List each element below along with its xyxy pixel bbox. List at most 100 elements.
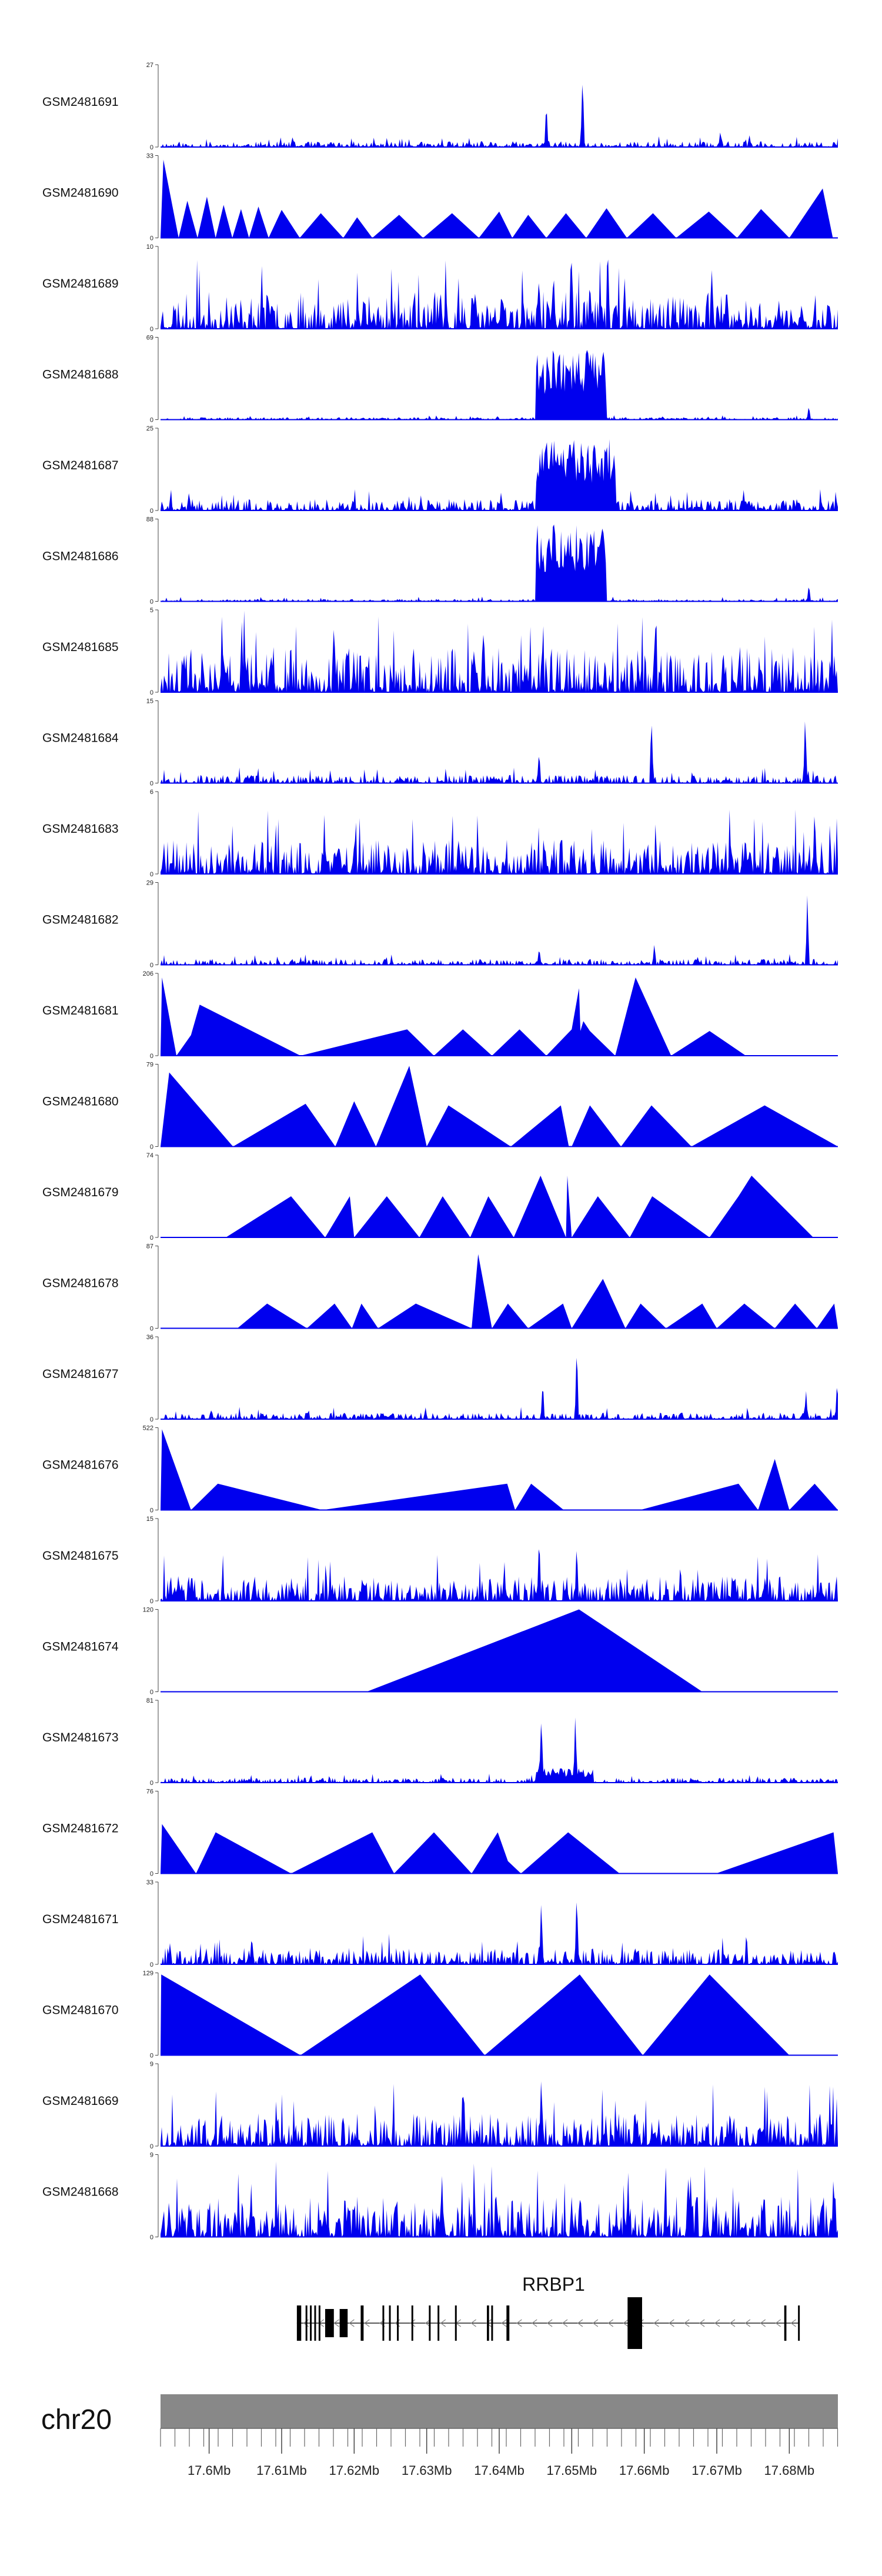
- track-GSM2481688: GSM2481688 69 0: [42, 335, 838, 424]
- y-max-label: 522: [143, 1425, 153, 1432]
- strand-chevron: [790, 2319, 796, 2327]
- track-GSM2481685: GSM2481685 5 0: [42, 607, 838, 696]
- y-max-label: 206: [143, 970, 153, 977]
- y-zero-label: 0: [150, 144, 153, 151]
- y-max-label: 79: [146, 1062, 153, 1069]
- exon: [296, 2305, 302, 2341]
- strand-chevron: [501, 2319, 507, 2327]
- strand-chevron: [623, 2319, 629, 2327]
- y-max-label: 6: [150, 789, 153, 796]
- strand-chevron: [546, 2319, 553, 2327]
- track-GSM2481677: GSM2481677 36 0: [42, 1334, 838, 1423]
- strand-chevron: [714, 2319, 720, 2327]
- strand-chevron: [744, 2319, 751, 2327]
- track-label: GSM2481671: [42, 1913, 119, 1926]
- coverage-area: [161, 1429, 838, 1510]
- y-zero-label: 0: [150, 689, 153, 696]
- track-GSM2481673: GSM2481673 81 0: [42, 1697, 838, 1787]
- gene-name-label: RRBP1: [522, 2274, 585, 2295]
- y-max-label: 10: [146, 243, 153, 251]
- strand-chevron: [775, 2319, 781, 2327]
- exon: [397, 2305, 399, 2341]
- y-zero-label: 0: [150, 871, 153, 878]
- coverage-area: [161, 2161, 838, 2237]
- y-zero-label: 0: [150, 1598, 153, 1605]
- strand-chevron: [699, 2319, 705, 2327]
- x-tick-label: 17.67Mb: [691, 2463, 742, 2478]
- y-max-label: 36: [146, 1334, 153, 1341]
- strand-chevron: [669, 2319, 674, 2327]
- coverage-area: [161, 350, 838, 420]
- exon: [455, 2305, 457, 2341]
- y-zero-label: 0: [150, 2143, 153, 2150]
- y-max-label: 29: [146, 880, 153, 887]
- x-tick-label: 17.64Mb: [474, 2463, 524, 2478]
- y-zero-label: 0: [150, 962, 153, 969]
- exon: [325, 2309, 334, 2337]
- y-max-label: 120: [143, 1607, 153, 1614]
- y-zero-label: 0: [150, 1053, 153, 1060]
- exon: [627, 2297, 642, 2349]
- genome-axis: chr20 17.6Mb 17.61Mb 17.62Mb 17.63Mb 17.64Mb…: [41, 2394, 838, 2478]
- track-GSM2481683: GSM2481683 6 0: [42, 789, 838, 878]
- y-zero-label: 0: [150, 326, 153, 333]
- track-label: GSM2481669: [42, 2094, 119, 2108]
- track-GSM2481672: GSM2481672 76 0: [42, 1788, 838, 1878]
- coverage-area: [161, 1974, 838, 2056]
- chromosome-bar: [161, 2394, 838, 2428]
- track-GSM2481670: GSM2481670 129 0: [42, 1970, 838, 2060]
- coverage-area: [161, 259, 838, 329]
- coverage-area: [161, 85, 838, 147]
- coverage-area: [161, 721, 838, 783]
- track-GSM2481680: GSM2481680 79 0: [42, 1062, 838, 1151]
- strand-chevron: [470, 2319, 477, 2327]
- coverage-area: [161, 977, 838, 1056]
- coverage-area: [161, 1902, 838, 1964]
- track-label: GSM2481683: [42, 822, 119, 836]
- strand-chevron: [349, 2319, 355, 2327]
- track-label: GSM2481684: [42, 732, 119, 745]
- x-tick-label: 17.68Mb: [764, 2463, 815, 2478]
- x-tick-label: 17.6Mb: [188, 2463, 230, 2478]
- coverage-area: [161, 809, 838, 874]
- strand-chevron: [409, 2319, 416, 2327]
- track-GSM2481684: GSM2481684 15 0: [42, 698, 838, 788]
- track-label: GSM2481690: [42, 186, 119, 200]
- y-zero-label: 0: [150, 1144, 153, 1151]
- track-label: GSM2481679: [42, 1186, 119, 1199]
- track-label: GSM2481691: [42, 95, 119, 109]
- strand-chevron: [440, 2319, 446, 2327]
- strand-chevron: [532, 2319, 537, 2327]
- strand-chevron: [684, 2319, 690, 2327]
- y-zero-label: 0: [150, 2053, 153, 2060]
- track-label: GSM2481675: [42, 1549, 119, 1563]
- strand-chevron: [425, 2319, 431, 2327]
- y-max-label: 88: [146, 516, 153, 523]
- track-GSM2481668: GSM2481668 9 0: [42, 2152, 838, 2241]
- coverage-area: [161, 610, 838, 692]
- track-label: GSM2481687: [42, 459, 119, 472]
- track-label: GSM2481689: [42, 277, 119, 291]
- exon: [798, 2305, 800, 2341]
- strand-chevron: [577, 2319, 583, 2327]
- y-max-label: 129: [143, 1970, 153, 1977]
- y-max-label: 33: [146, 1879, 153, 1886]
- y-zero-label: 0: [150, 1507, 153, 1514]
- strand-chevron: [592, 2319, 599, 2327]
- track-label: GSM2481678: [42, 1277, 119, 1290]
- y-zero-label: 0: [150, 599, 153, 606]
- track-GSM2481669: GSM2481669 9 0: [42, 2061, 838, 2150]
- x-tick-label: 17.61Mb: [256, 2463, 307, 2478]
- exon: [314, 2305, 316, 2341]
- track-GSM2481690: GSM2481690 33 0: [42, 153, 838, 242]
- x-tick-label: 17.65Mb: [547, 2463, 597, 2478]
- y-zero-label: 0: [150, 780, 153, 788]
- coverage-area: [161, 1717, 838, 1783]
- y-zero-label: 0: [150, 417, 153, 424]
- coverage-area: [161, 159, 838, 238]
- y-max-label: 15: [146, 698, 153, 705]
- track-label: GSM2481670: [42, 2004, 119, 2017]
- y-max-label: 9: [150, 2061, 153, 2068]
- track-GSM2481678: GSM2481678 87 0: [42, 1243, 838, 1333]
